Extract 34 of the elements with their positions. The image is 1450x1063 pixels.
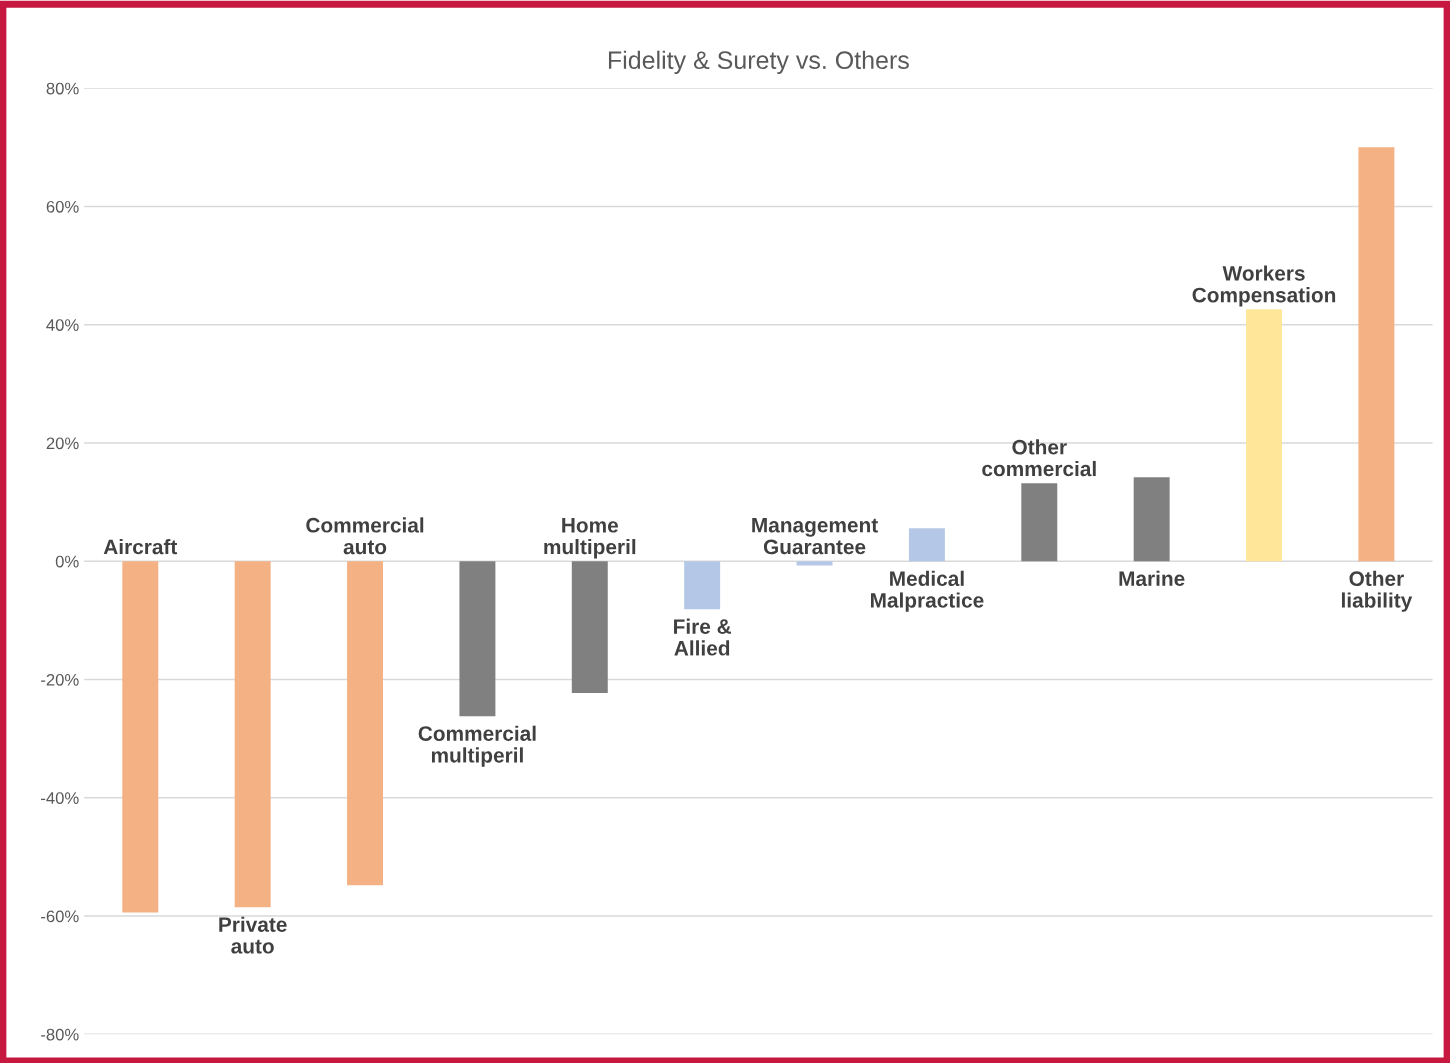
bar xyxy=(1021,483,1058,562)
bar xyxy=(1358,147,1395,562)
x-tick-label: Home multiperil xyxy=(544,518,636,559)
y-tick-label: -60% xyxy=(41,910,79,923)
chart-title: Fidelity & Surety vs. Others xyxy=(608,50,909,74)
bar xyxy=(347,561,384,886)
x-tick-label: Fire & Allied xyxy=(674,618,732,656)
x-tick-label: Medical Malpractice xyxy=(870,570,984,612)
y-tick-label: -40% xyxy=(41,792,79,804)
x-tick-label: Other liability xyxy=(1341,570,1413,612)
x-tick-label: Workers Compensation xyxy=(1192,265,1336,307)
x-tick-label: Commercial auto xyxy=(306,517,424,555)
y-tick-label: 0% xyxy=(55,555,79,568)
y-tick-label: -20% xyxy=(41,673,79,686)
bar xyxy=(908,528,945,562)
x-tick-label: Aircraft xyxy=(103,539,178,555)
y-tick-label: 80% xyxy=(46,82,79,95)
x-tick-label: Commercial multiperil xyxy=(418,725,536,767)
x-tick-label: Private auto xyxy=(219,916,287,954)
x-tick-label: Management Guarantee xyxy=(752,517,878,555)
y-tick-label: 20% xyxy=(46,437,79,450)
bar xyxy=(1133,477,1170,562)
y-tick-label: -80% xyxy=(41,1028,79,1041)
bar xyxy=(1246,309,1283,562)
bar xyxy=(684,561,721,610)
bar xyxy=(234,561,271,908)
y-tick-label: 60% xyxy=(46,200,79,213)
bar xyxy=(122,561,159,913)
bar xyxy=(571,561,608,694)
x-tick-label: Other commercial xyxy=(982,439,1096,477)
bar xyxy=(459,561,496,717)
x-tick-label: Marine xyxy=(1119,570,1185,587)
bar xyxy=(796,561,833,566)
y-tick-label: 40% xyxy=(46,319,79,331)
